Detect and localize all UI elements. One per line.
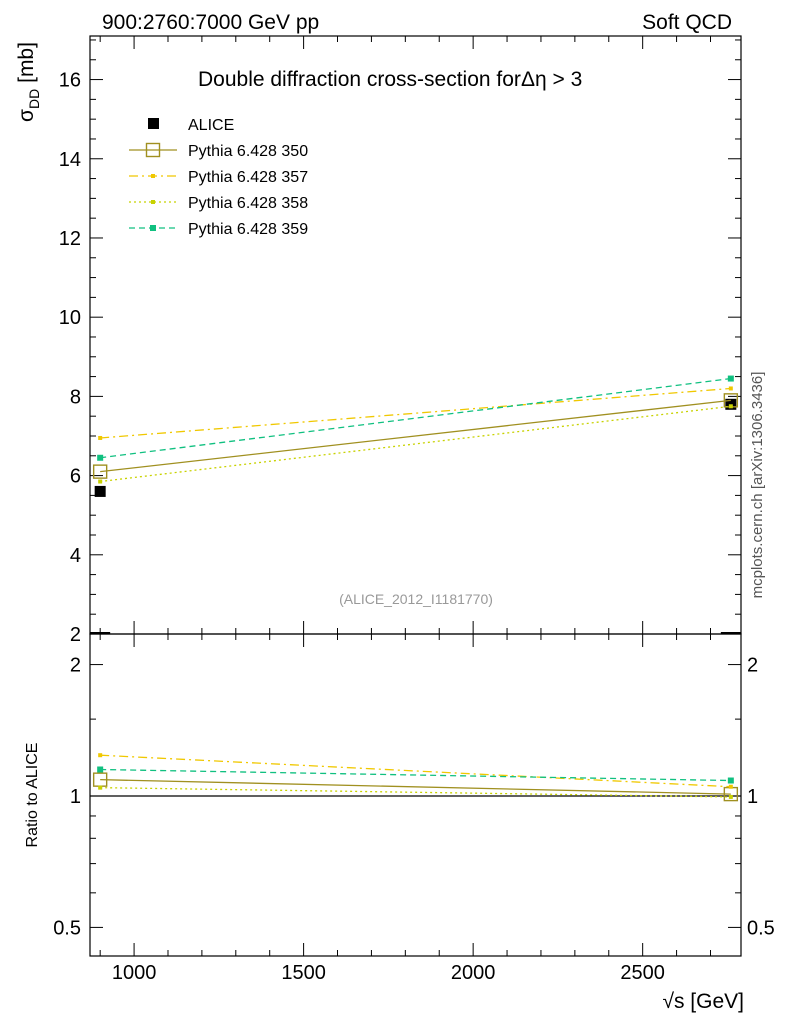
- data-point: [92, 464, 108, 479]
- ratio-series-pythia-6-428-359: [97, 766, 734, 784]
- x-tick-label: 2500: [620, 962, 665, 984]
- main-y-tick-label: 10: [59, 307, 81, 329]
- main-y-tick-label: 2: [70, 624, 81, 646]
- ratio-y-axis-label: Ratio to ALICE: [24, 743, 41, 848]
- x-tick-label: 1000: [112, 962, 157, 984]
- ratio-y-tick-label: 0.5: [53, 917, 81, 939]
- main-y-tick-label: 12: [59, 228, 81, 250]
- data-point: [728, 404, 733, 409]
- legend-entry: Pythia 6.428 358: [129, 195, 308, 212]
- ratio-point: [98, 753, 103, 758]
- ratio-y-tick-label-right: 1: [747, 786, 758, 808]
- ratio-point: [97, 766, 104, 773]
- ratio-panel-frame: [89, 633, 742, 957]
- main-y-tick-label: 8: [70, 386, 81, 408]
- legend-entry: Pythia 6.428 350: [129, 142, 308, 160]
- x-axis-label: √s [GeV]: [662, 990, 744, 1013]
- ratio-line: [100, 779, 731, 795]
- ratio-series-pythia-6-428-357: [98, 753, 733, 789]
- series-alice: [94, 398, 737, 497]
- ratio-y-tick-label: 2: [70, 655, 81, 677]
- x-tick-label: 1500: [281, 962, 326, 984]
- series-pythia-6-428-358: [98, 404, 733, 484]
- main-y-tick-label: 4: [70, 545, 81, 567]
- legend-label: Pythia 6.428 357: [188, 169, 308, 186]
- legend-entry: Pythia 6.428 357: [129, 169, 308, 186]
- legend-label: Pythia 6.428 359: [188, 221, 308, 238]
- series-line: [100, 405, 731, 483]
- header-beam-label: 900:2760:7000 GeV pp: [102, 11, 319, 34]
- data-point: [98, 435, 103, 440]
- header-process-label: Soft QCD: [642, 11, 732, 34]
- legend-marker: [145, 142, 161, 158]
- legend-label: Pythia 6.428 358: [188, 195, 308, 212]
- legend-label: ALICE: [188, 117, 234, 134]
- legend-entry: ALICE: [148, 117, 234, 134]
- legend-label: Pythia 6.428 350: [188, 143, 308, 160]
- side-source-label: mcplots.cern.ch [arXiv:1306.3436]: [749, 372, 766, 599]
- ratio-y-tick-label: 1: [70, 786, 81, 808]
- ratio-point: [98, 785, 103, 790]
- ratio-line: [100, 768, 731, 782]
- ratio-point: [728, 794, 733, 799]
- series-pythia-6-428-350: [92, 393, 739, 479]
- series-line: [100, 377, 731, 459]
- legend-marker: [151, 174, 155, 178]
- series-pythia-6-428-359: [97, 375, 734, 461]
- legend-marker: [151, 200, 155, 204]
- analysis-watermark: (ALICE_2012_I1181770): [339, 591, 493, 607]
- data-point: [727, 375, 734, 382]
- main-y-axis-label: σDD [mb]: [15, 42, 42, 122]
- data-point: [97, 454, 104, 461]
- legend-entry: Pythia 6.428 359: [129, 221, 308, 238]
- ratio-point: [728, 784, 733, 789]
- main-y-tick-label: 14: [59, 149, 81, 171]
- legend-marker: [150, 225, 156, 231]
- series-pythia-6-428-357: [98, 386, 733, 440]
- svg-text:σDD [mb]: σDD [mb]: [15, 42, 42, 122]
- legend-marker: [148, 118, 159, 129]
- main-y-tick-label: 16: [59, 70, 81, 92]
- data-point: [98, 479, 103, 484]
- main-title: Double diffraction cross-section forΔη >…: [198, 68, 582, 91]
- ratio-y-tick-label-right: 2: [747, 655, 758, 677]
- series-line: [100, 387, 731, 439]
- x-tick-label: 2000: [451, 962, 496, 984]
- data-point: [728, 386, 733, 391]
- ratio-series-pythia-6-428-358: [98, 785, 733, 799]
- ratio-point: [727, 777, 734, 784]
- series-line: [100, 399, 731, 473]
- data-point: [94, 485, 106, 497]
- ratio-y-tick-label-right: 0.5: [747, 917, 775, 939]
- ratio-line: [100, 786, 731, 798]
- main-y-tick-label: 6: [70, 466, 81, 488]
- ratio-line: [100, 754, 731, 788]
